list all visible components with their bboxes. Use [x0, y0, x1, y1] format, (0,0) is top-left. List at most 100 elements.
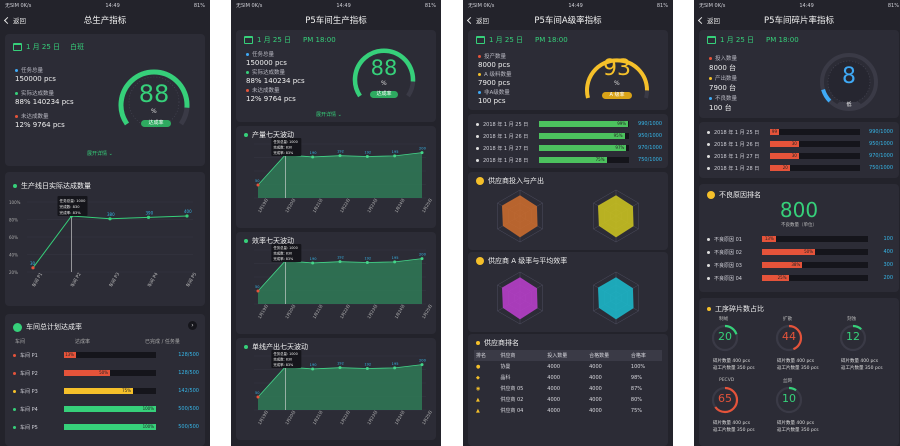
process-item[interactable]: 刻蚀 12 碎片数量 400 pcs 返工片数量 350 pcs — [833, 316, 895, 376]
plan-icon — [13, 322, 22, 332]
process-item[interactable]: 丝网 10 碎片数量 400 pcs 返工片数量 350 pcs — [769, 378, 831, 438]
breakage-bars-card: 2018 年 1 月 25 日 99 990/1000 2018 年 1 月 26 日… — [699, 122, 899, 178]
breakage-row: 2018 年 1 月 28 日 20 750/1000 — [707, 163, 893, 173]
reason-icon — [707, 191, 715, 199]
data-label: 192 — [364, 151, 371, 155]
status-bar: 无SIM 0K/s 14:49 81% — [699, 2, 899, 10]
x-tick-label: 车间 P5 — [184, 271, 198, 288]
data-point[interactable] — [311, 155, 315, 159]
progress-fill: 50% — [64, 370, 110, 376]
data-point[interactable] — [146, 215, 151, 219]
progress-bar: 95% — [539, 133, 629, 139]
plan-row: 车间 P3 75% 142/500 — [13, 386, 199, 396]
progress-value: 750/1000 — [638, 157, 662, 163]
table-row[interactable]: ◉ 供应商 05 4000 4000 87% — [474, 383, 662, 394]
x-tick-label: 1月23日 — [366, 303, 378, 319]
progress-value: 500/500 — [178, 406, 199, 412]
page-title: 总生产指标 — [83, 16, 127, 26]
summary-card: 1 月 25 日 PM 18:00 任务总量 150000 pcs 实际达成数量 8… — [236, 30, 436, 122]
data-label: 190 — [310, 257, 318, 261]
data-point[interactable] — [256, 183, 260, 187]
data-point[interactable] — [338, 366, 342, 370]
nav-bar: 返回 P5车间A级率指标 — [463, 11, 673, 29]
achievement-gauge — [352, 48, 416, 98]
back-button[interactable]: 返回 — [3, 15, 26, 25]
data-point[interactable] — [108, 217, 112, 221]
progress-fill: 99% — [539, 121, 629, 127]
data-point[interactable] — [338, 154, 342, 158]
progress-fill: 13% — [64, 352, 76, 358]
data-label: 192 — [337, 362, 344, 366]
screen-p5-grade-a: 无SIM 0K/s 14:49 81% 返回 P5车间A级率指标 1 月 25 日 … — [463, 0, 673, 446]
data-point[interactable] — [393, 154, 397, 158]
process-ring — [711, 386, 739, 414]
svg-text:完成数: 830: 完成数: 830 — [60, 204, 81, 209]
back-button[interactable]: 返回 — [466, 15, 489, 25]
process-item[interactable]: 制绒 20 碎片数量 400 pcs 返工片数量 350 pcs — [705, 316, 767, 376]
section-dot-icon — [244, 345, 248, 349]
progress-value: 990/1000 — [638, 121, 662, 127]
process-line-2: 返工片数量 350 pcs — [713, 366, 755, 371]
x-tick-label: 1月23日 — [366, 197, 378, 213]
more-button[interactable]: › — [188, 321, 197, 330]
table-row[interactable]: ▲ 供应商 04 4000 4000 75% — [474, 405, 662, 416]
calendar-icon — [476, 36, 485, 44]
breakage-row: 2018 年 1 月 26 日 30 950/1000 — [707, 139, 893, 149]
data-point[interactable] — [256, 395, 260, 399]
data-label: 200 — [419, 253, 427, 257]
rank-icon: ◆ — [476, 374, 480, 381]
status-bar: 无SIM 0K/s 14:49 81% — [0, 0, 210, 11]
table-row[interactable]: ● 协曼 4000 4000 100% — [474, 361, 662, 372]
data-point[interactable] — [420, 257, 424, 261]
data-label: 50 — [255, 285, 260, 289]
data-point[interactable] — [365, 261, 369, 265]
progress-bar: 50% — [64, 370, 156, 376]
calendar-icon — [13, 43, 22, 51]
progress-fill: 75% — [64, 388, 133, 394]
page-title: P5车间生产指标 — [305, 16, 367, 26]
back-button[interactable]: 返回 — [697, 15, 720, 25]
radar-area — [501, 195, 538, 238]
table-row[interactable]: ▲ 供应商 02 4000 4000 80% — [474, 394, 662, 405]
data-point[interactable] — [338, 260, 342, 264]
progress-fill: 100% — [64, 406, 156, 412]
reason-row: 不良原因 01 13% 100 — [707, 234, 893, 244]
radar-area — [597, 195, 634, 238]
progress-bar: 75% — [64, 388, 156, 394]
chevron-left-icon — [3, 16, 12, 24]
progress-value: 970/1000 — [869, 153, 893, 159]
process-item[interactable]: PECVD 65 碎片数量 400 pcs 返工片数量 350 pcs — [705, 378, 767, 438]
expand-details-button[interactable]: 展开详情 ⌄ — [316, 112, 342, 118]
series-line — [32, 215, 188, 269]
section-title: 生产线日实际达成数量 — [21, 182, 91, 190]
data-point[interactable] — [420, 151, 424, 155]
data-point[interactable] — [185, 214, 189, 218]
calendar-icon — [707, 36, 716, 44]
reason-row: 不良原因 03 38% 300 — [707, 260, 893, 270]
process-line-2: 返工片数量 350 pcs — [841, 366, 883, 371]
data-point[interactable] — [31, 266, 35, 270]
data-point[interactable] — [365, 155, 369, 159]
progress-fill: 50% — [762, 249, 815, 255]
progress-fill: 30 — [770, 141, 799, 147]
expand-details-button[interactable]: 展开详情 ⌄ — [87, 151, 113, 157]
reason-row: 不良原因 02 50% 400 — [707, 247, 893, 257]
data-point[interactable] — [365, 367, 369, 371]
data-point[interactable] — [256, 289, 260, 293]
data-point[interactable] — [311, 367, 315, 371]
svg-text:完成数: 830: 完成数: 830 — [273, 145, 292, 150]
process-item[interactable]: 扩散 44 碎片数量 400 pcs 返工片数量 350 pcs — [769, 316, 831, 376]
progress-bar: 38% — [762, 262, 868, 268]
plan-header: 车间 达成率 已完成 / 任务量 — [15, 339, 180, 345]
data-point[interactable] — [393, 366, 397, 370]
data-point[interactable] — [420, 363, 424, 367]
svg-text:任务总量: 1000: 任务总量: 1000 — [273, 351, 297, 356]
progress-value: 200 — [883, 275, 893, 281]
x-tick-label: 1月19日 — [257, 197, 269, 213]
data-point[interactable] — [311, 261, 315, 265]
grade-row: 2018 年 1 月 25 日 99% 990/1000 — [476, 119, 662, 129]
nav-bar: P5车间生产指标 — [231, 11, 441, 29]
x-tick-label: 1月22日 — [339, 303, 351, 319]
table-row[interactable]: ◆ 晶科 4000 4000 98% — [474, 372, 662, 383]
data-point[interactable] — [393, 260, 397, 264]
